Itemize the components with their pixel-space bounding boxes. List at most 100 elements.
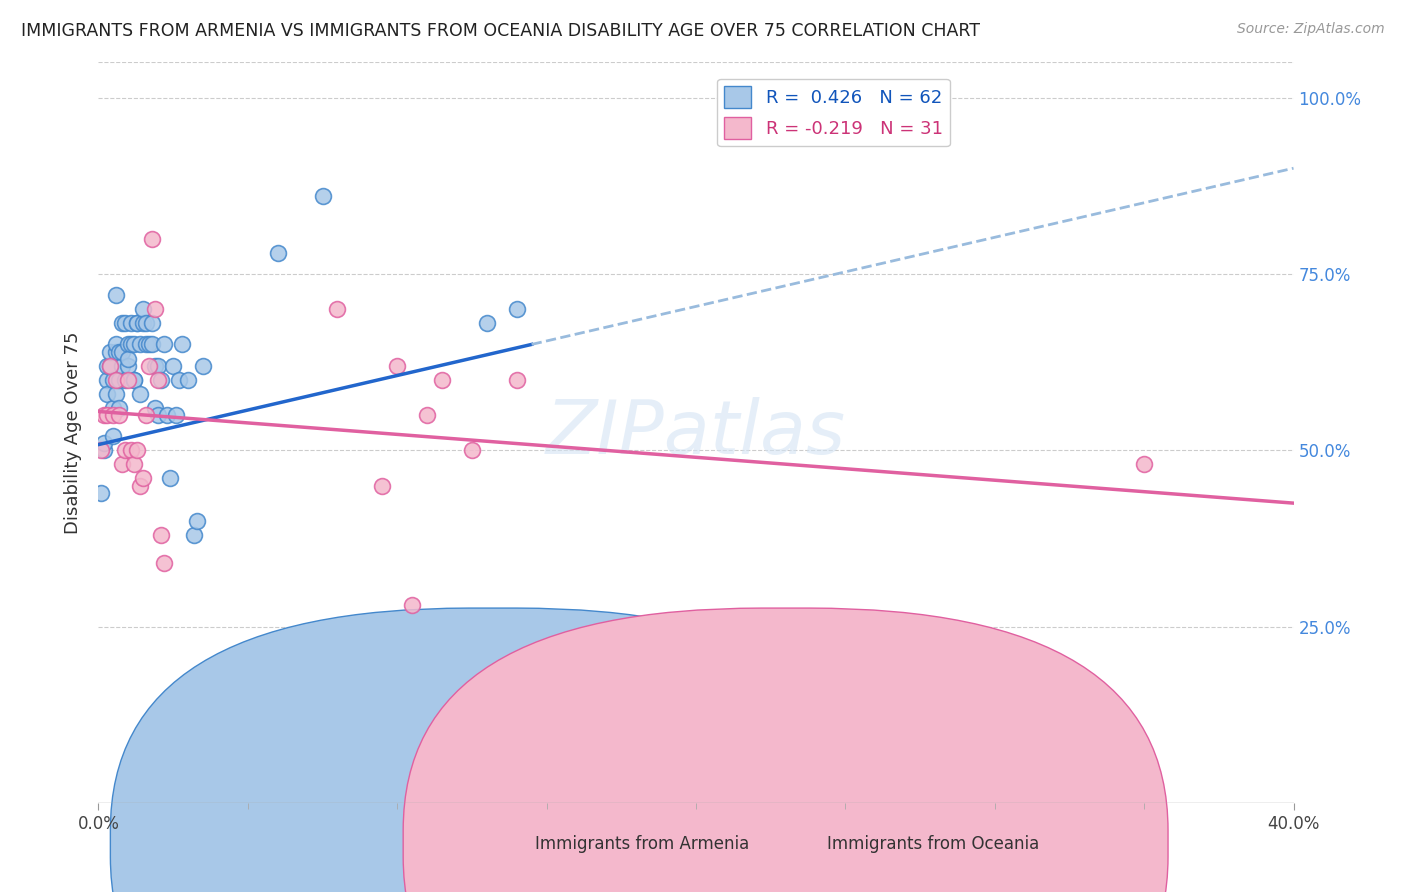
Point <box>103 373 125 387</box>
Text: Immigrants from Armenia: Immigrants from Armenia <box>534 835 749 853</box>
Text: Source: ZipAtlas.com: Source: ZipAtlas.com <box>1237 22 1385 37</box>
Point <box>96 359 118 373</box>
Point <box>98 359 122 373</box>
Point <box>117 373 139 387</box>
Point <box>148 359 170 373</box>
Point <box>98 344 122 359</box>
Point <box>150 373 173 387</box>
Point <box>159 471 181 485</box>
Point <box>96 408 118 422</box>
Point <box>165 408 187 422</box>
Point <box>111 359 134 373</box>
Point <box>148 408 170 422</box>
Point <box>371 478 394 492</box>
Point <box>105 344 128 359</box>
Point <box>105 288 128 302</box>
Point <box>326 302 349 317</box>
Point <box>141 316 163 330</box>
Point <box>90 443 112 458</box>
Point <box>103 401 125 415</box>
Point <box>141 232 163 246</box>
Point <box>105 373 128 387</box>
Point <box>127 443 149 458</box>
Point <box>1133 458 1156 472</box>
Text: ZIPatlas: ZIPatlas <box>546 397 846 468</box>
Point <box>141 337 163 351</box>
Point <box>143 401 166 415</box>
Point <box>93 408 115 422</box>
Point <box>132 316 155 330</box>
Point <box>267 245 290 260</box>
Point <box>93 443 115 458</box>
Point <box>153 337 176 351</box>
Y-axis label: Disability Age Over 75: Disability Age Over 75 <box>65 331 83 534</box>
Point <box>183 528 205 542</box>
Point <box>506 373 529 387</box>
Point <box>114 373 136 387</box>
Point <box>172 337 194 351</box>
Point <box>416 408 439 422</box>
Point <box>135 408 157 422</box>
Point <box>132 471 155 485</box>
Point <box>108 408 131 422</box>
Point <box>111 458 134 472</box>
Point <box>129 387 152 401</box>
Point <box>96 387 118 401</box>
Point <box>138 359 160 373</box>
Point <box>114 443 136 458</box>
Text: IMMIGRANTS FROM ARMENIA VS IMMIGRANTS FROM OCEANIA DISABILITY AGE OVER 75 CORREL: IMMIGRANTS FROM ARMENIA VS IMMIGRANTS FR… <box>21 22 980 40</box>
Point <box>148 373 170 387</box>
Point <box>127 316 149 330</box>
Point <box>124 458 146 472</box>
Point <box>108 401 131 415</box>
Point <box>135 337 157 351</box>
Point <box>143 359 166 373</box>
Point <box>135 316 157 330</box>
Point <box>127 316 149 330</box>
Point <box>111 344 134 359</box>
Point <box>108 373 131 387</box>
Point <box>96 373 118 387</box>
Point <box>153 556 176 570</box>
Point <box>143 302 166 317</box>
Point <box>430 373 453 387</box>
Point <box>117 359 139 373</box>
Text: Immigrants from Oceania: Immigrants from Oceania <box>827 835 1039 853</box>
Point <box>401 599 423 613</box>
Point <box>311 189 333 203</box>
Point <box>129 337 152 351</box>
Point <box>105 337 128 351</box>
Point <box>120 337 142 351</box>
Point <box>124 337 146 351</box>
Point <box>186 514 208 528</box>
FancyBboxPatch shape <box>111 608 876 892</box>
Point <box>167 373 190 387</box>
Point <box>105 387 128 401</box>
Point <box>162 359 184 373</box>
Point <box>108 344 131 359</box>
Point <box>191 359 214 373</box>
Point <box>93 436 115 450</box>
Point <box>156 408 179 422</box>
FancyBboxPatch shape <box>404 608 1168 892</box>
Point <box>103 429 125 443</box>
Point <box>506 302 529 317</box>
Point <box>129 478 152 492</box>
Point <box>132 302 155 317</box>
Point <box>177 373 200 387</box>
Point <box>117 351 139 366</box>
Point <box>385 359 409 373</box>
Point <box>98 359 122 373</box>
Point <box>475 316 498 330</box>
Legend: R =  0.426   N = 62, R = -0.219   N = 31: R = 0.426 N = 62, R = -0.219 N = 31 <box>717 78 950 146</box>
Point <box>111 316 134 330</box>
Point <box>124 373 146 387</box>
Point <box>90 485 112 500</box>
Point <box>103 408 125 422</box>
Point <box>124 373 146 387</box>
Point <box>138 337 160 351</box>
Point <box>120 443 142 458</box>
Point <box>114 316 136 330</box>
Point <box>120 316 142 330</box>
Point <box>150 528 173 542</box>
